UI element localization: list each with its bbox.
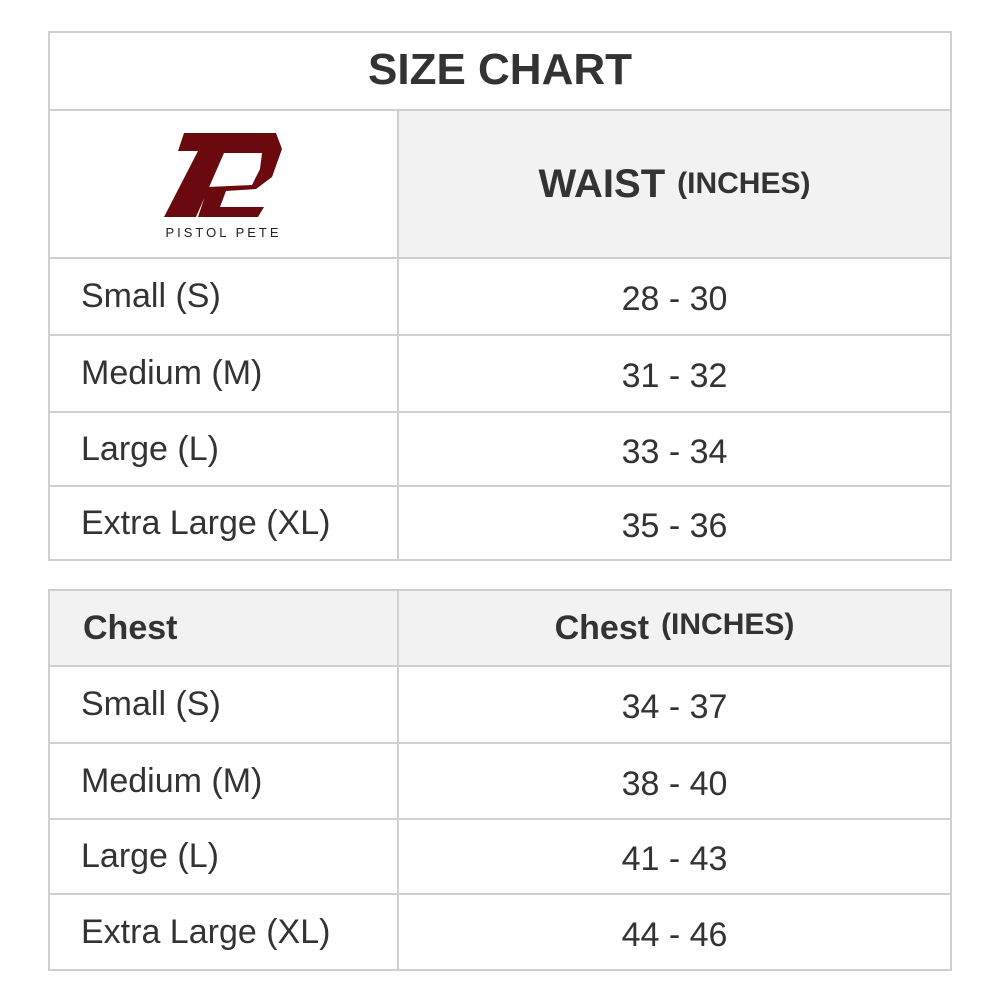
chest-size-table: Chest Chest (INCHES) Small (S) 34 - 37 M… <box>48 589 952 971</box>
chest-header-unit: (INCHES) <box>661 608 795 641</box>
chest-header: Chest (INCHES) <box>399 591 950 665</box>
brand-name: PISTOL PETE <box>165 224 282 240</box>
size-label: Extra Large (XL) <box>50 487 399 559</box>
size-label: Large (L) <box>50 820 399 893</box>
table-row: Large (L) 33 - 34 <box>50 411 950 485</box>
table-row: Extra Large (XL) 35 - 36 <box>50 485 950 559</box>
pistol-pete-logo-icon <box>163 132 282 217</box>
chest-value: 38 - 40 <box>621 764 728 803</box>
size-label: Small (S) <box>50 667 399 742</box>
size-label: Small (S) <box>50 259 399 334</box>
table-row: Extra Large (XL) 44 - 46 <box>50 893 950 969</box>
chest-value: 44 - 46 <box>621 915 728 954</box>
table-row: Medium (M) 38 - 40 <box>50 742 950 818</box>
table-row: Small (S) 28 - 30 <box>50 257 950 334</box>
brand-logo: PISTOL PETE <box>50 111 399 257</box>
chest-value: 34 - 37 <box>621 688 728 726</box>
size-label: Large (L) <box>50 413 399 485</box>
table-row: Small (S) 34 - 37 <box>50 665 950 742</box>
waist-header-unit: (INCHES) <box>677 167 811 200</box>
waist-value: 28 - 30 <box>621 280 728 318</box>
waist-value: 35 - 36 <box>621 506 728 545</box>
waist-value: 33 - 34 <box>621 432 728 471</box>
size-label: Extra Large (XL) <box>50 895 399 969</box>
size-label: Medium (M) <box>50 336 399 411</box>
chest-header-label: Chest <box>554 608 650 647</box>
waist-value: 31 - 32 <box>621 357 728 395</box>
page-title: SIZE CHART <box>368 45 632 94</box>
waist-header: WAIST (INCHES) <box>399 111 950 257</box>
chest-value: 41 - 43 <box>621 840 728 878</box>
table-row: Medium (M) 31 - 32 <box>50 334 950 411</box>
size-label: Medium (M) <box>50 744 399 818</box>
table-row: Large (L) 41 - 43 <box>50 818 950 893</box>
chest-header-col1: Chest <box>50 591 399 665</box>
waist-header-label: WAIST <box>538 161 666 206</box>
waist-size-table: SIZE CHART PISTOL PETE WAIST (INCHES) Sm… <box>48 31 952 561</box>
